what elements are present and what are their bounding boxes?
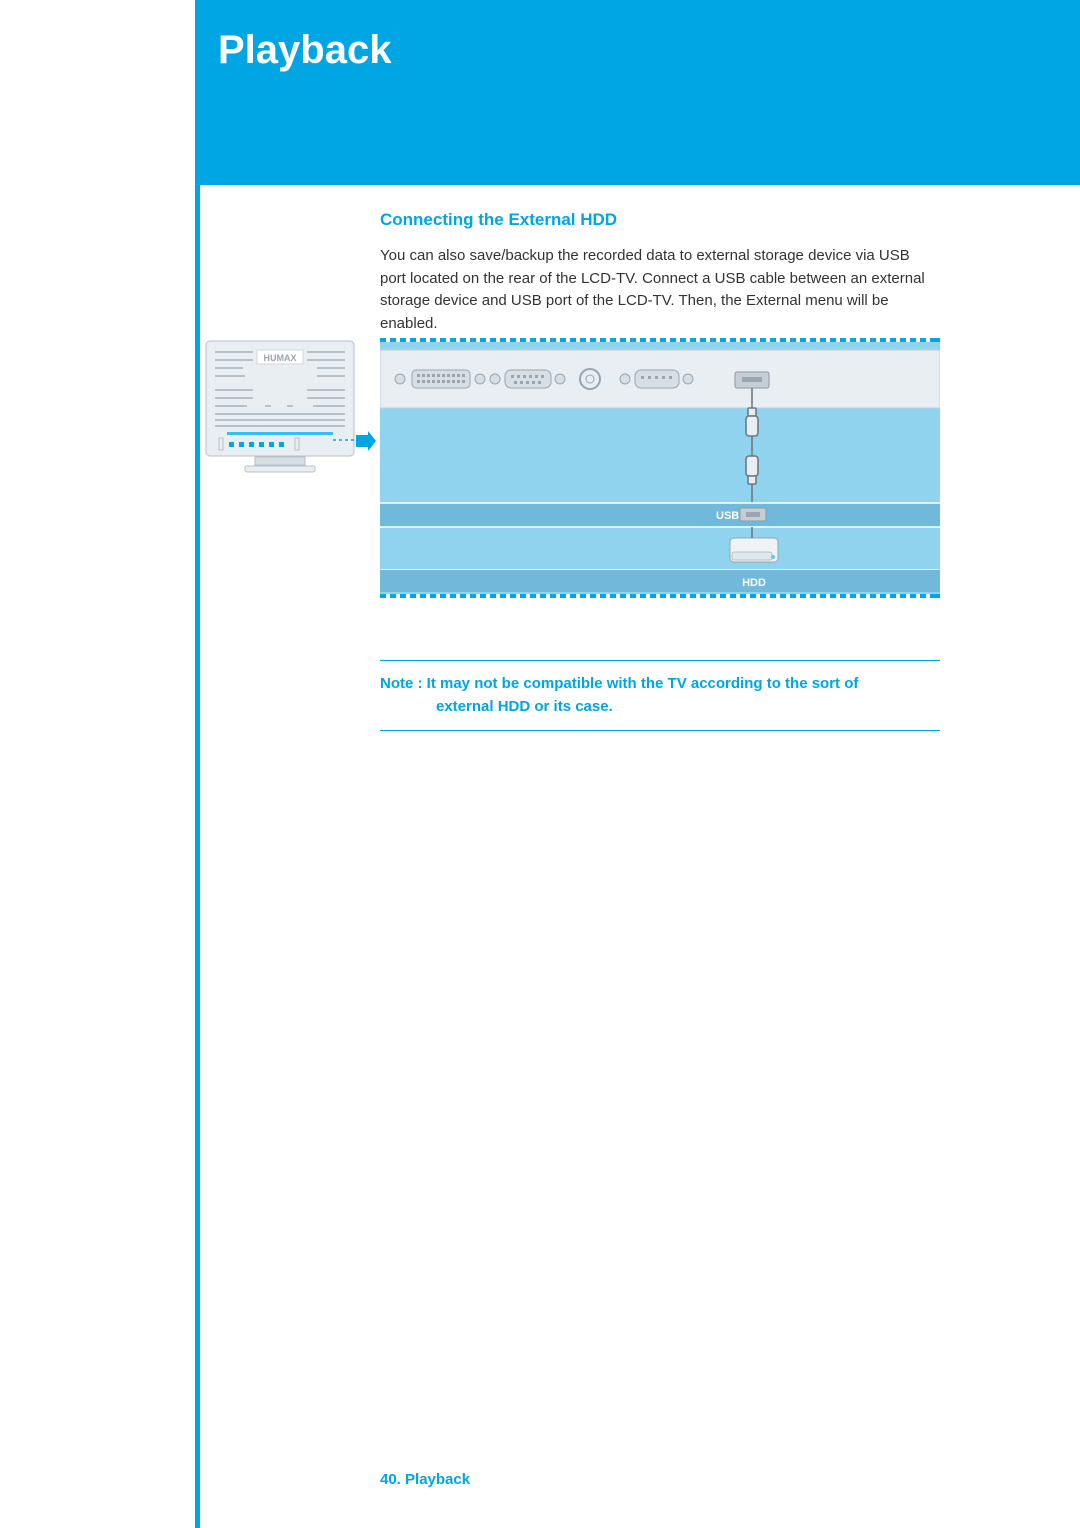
usb-label: USB — [716, 510, 739, 522]
note-line1: It may not be compatible with the TV acc… — [427, 675, 859, 692]
note-line2: external HDD or its case. — [436, 698, 613, 715]
tv-rear-thumbnail: HUMAX — [205, 340, 355, 485]
zoom-arrow-icon — [356, 431, 376, 451]
note-lead: Note : — [380, 675, 427, 692]
page-footer: 40. Playback — [380, 1471, 470, 1488]
note-block: Note : It may not be compatible with the… — [380, 660, 940, 731]
left-accent-stripe — [195, 0, 200, 1528]
brand-text: HUMAX — [264, 353, 297, 363]
body-text: You can also save/backup the recorded da… — [380, 245, 935, 335]
connection-diagram: USB HDD — [380, 338, 940, 623]
page-title: Playback — [218, 28, 391, 73]
manual-page: Playback Connecting the External HDD You… — [0, 0, 1080, 1528]
section-heading: Connecting the External HDD — [380, 210, 617, 230]
hdd-label: HDD — [742, 577, 766, 589]
header-banner: Playback — [200, 0, 1080, 185]
